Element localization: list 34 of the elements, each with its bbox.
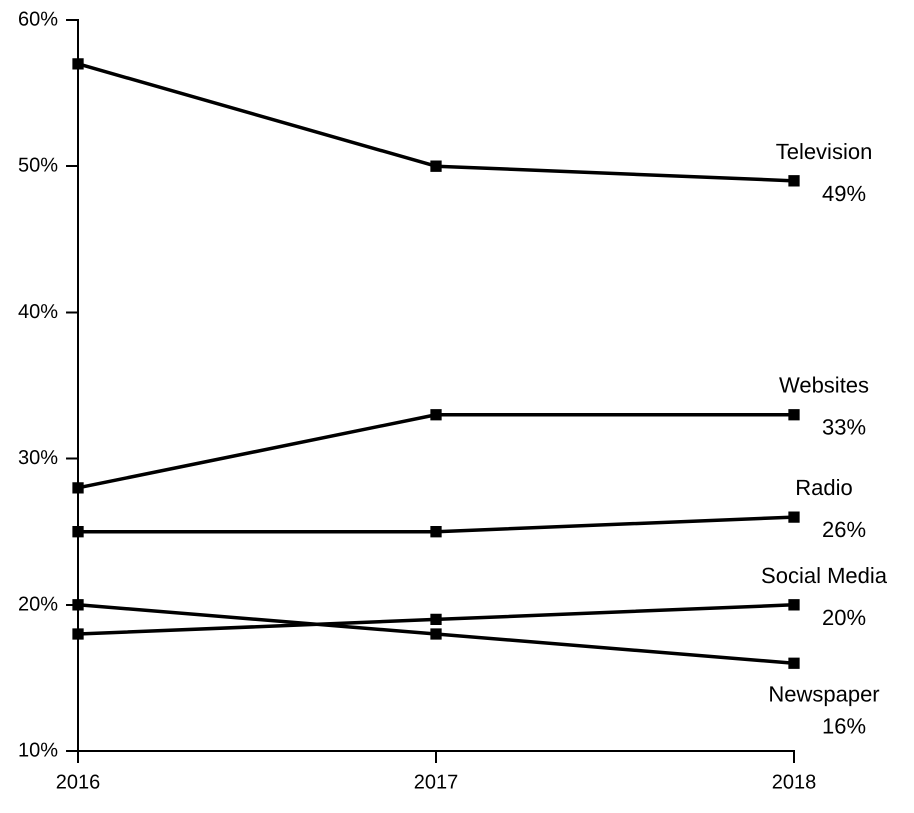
series-label: Radio — [795, 475, 853, 500]
point — [72, 482, 84, 494]
point — [788, 409, 800, 420]
x-tick-label: 2017 — [414, 772, 458, 794]
point — [430, 409, 442, 420]
y-tick-label: 60% — [18, 8, 58, 31]
point — [788, 511, 800, 523]
data-label: 49% — [822, 180, 866, 206]
y-tick-label: 40% — [18, 300, 58, 323]
series-label: Websites — [778, 372, 870, 398]
data-label: 26% — [822, 517, 866, 542]
y-tick-label: 30% — [18, 447, 58, 470]
series-label: Newspaper — [768, 681, 880, 706]
data-label: 20% — [822, 604, 866, 630]
point — [430, 526, 442, 538]
data-label: 33% — [822, 414, 866, 440]
point — [72, 599, 84, 610]
point — [788, 175, 800, 186]
series-label: Social Media — [761, 562, 888, 588]
point — [430, 628, 442, 640]
point — [430, 160, 442, 172]
series-label: Television — [776, 138, 872, 164]
y-tick-label: 10% — [18, 740, 58, 762]
point — [72, 58, 84, 70]
data-label: 16% — [822, 713, 866, 738]
x-tick-label: 2018 — [772, 772, 816, 794]
y-tick-label: 20% — [18, 593, 58, 616]
y-tick-label: 50% — [18, 154, 58, 177]
point — [788, 599, 800, 610]
point — [788, 658, 800, 669]
x-tick-label: 2016 — [56, 772, 100, 794]
point — [430, 614, 442, 626]
point — [72, 526, 84, 538]
point — [72, 628, 84, 640]
